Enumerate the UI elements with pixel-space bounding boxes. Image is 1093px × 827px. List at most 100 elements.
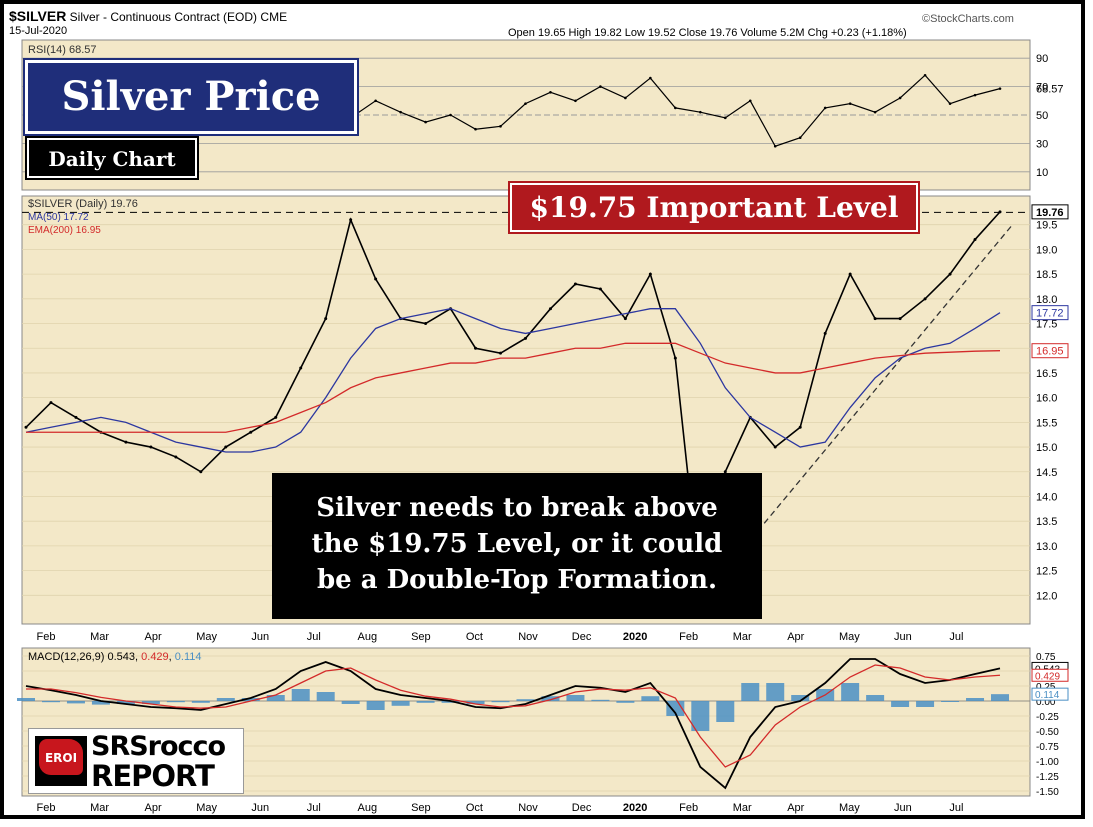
price-x-label: Jul (949, 631, 963, 643)
price-point (149, 445, 153, 449)
macd-x-label: Apr (145, 802, 162, 814)
rsi-point (923, 73, 927, 77)
macd-hist-bar (641, 696, 660, 701)
macd-x-label: 2020 (623, 802, 647, 814)
price-point (224, 445, 228, 449)
macd-x-label: Sep (411, 802, 431, 814)
macd-hist-bar (291, 689, 310, 701)
macd-hist-bar (716, 701, 735, 722)
macd-x-label: Mar (733, 802, 752, 814)
macd-legend: MACD(12,26,9) 0.543, 0.429, 0.114 (28, 651, 202, 663)
rsi-point (748, 99, 752, 103)
price-point (474, 346, 478, 350)
price-x-label: Dec (572, 631, 592, 643)
price-point (648, 272, 652, 276)
macd-hist-bar (741, 683, 760, 701)
macd-x-label: Jun (251, 802, 269, 814)
macd-hist-bar (316, 692, 335, 701)
price-x-label: Feb (679, 631, 698, 643)
macd-x-label: Oct (466, 802, 483, 814)
macd-tick-label: 0.75 (1036, 652, 1056, 663)
price-point (773, 445, 777, 449)
rsi-point (649, 76, 652, 80)
subtitle-callout: Daily Chart (27, 138, 197, 178)
rsi-point (699, 110, 702, 114)
macd-hist-bar (166, 701, 185, 703)
macd-hist-bar (366, 701, 385, 710)
price-tick-label: 16.5 (1036, 368, 1057, 380)
rsi-point (674, 106, 677, 110)
macd-x-label: May (839, 802, 860, 814)
rsi-point (898, 96, 902, 100)
price-point (74, 415, 78, 419)
price-tick-label: 17.5 (1036, 319, 1057, 331)
note-callout: Silver needs to break above the $19.75 L… (272, 473, 762, 619)
close-value-label-box (1031, 204, 1069, 220)
price-x-label: Jul (307, 631, 321, 643)
rsi-point (599, 85, 602, 88)
rsi-point (524, 102, 527, 105)
macd-x-label: Jul (307, 802, 321, 814)
macd-tick-label: -1.00 (1036, 757, 1059, 768)
price-x-label: Mar (733, 631, 752, 643)
macd-x-label: Mar (90, 802, 109, 814)
macd-hist-bar (241, 698, 260, 701)
price-point (124, 440, 128, 444)
note-line-3: be a Double-Top Formation. (316, 565, 718, 595)
macd-hist-bar (391, 701, 410, 706)
price-tick-label: 14.0 (1036, 491, 1057, 503)
price-point (424, 322, 428, 326)
price-point (499, 351, 503, 355)
macd-x-label: Aug (358, 802, 378, 814)
price-point (873, 317, 877, 321)
macd-hist-bar (416, 701, 435, 703)
logo-line-1: SRSrocco (91, 731, 226, 762)
ma50-value-label: 17.72 (1036, 308, 1064, 320)
macd-hist-bar (841, 683, 860, 701)
price-x-label: 2020 (623, 631, 647, 643)
price-point (24, 425, 28, 429)
price-point (948, 272, 952, 276)
price-legend: $SILVER (Daily) 19.76 (28, 198, 138, 210)
rsi-point (624, 96, 627, 100)
price-x-label: Nov (518, 631, 538, 643)
rsi-point (499, 125, 502, 128)
ma50-legend: MA(50) 17.72 (28, 212, 89, 223)
macd-hist-bar (866, 695, 885, 701)
macd-hist-bar (916, 701, 935, 707)
rsi-point (424, 120, 427, 124)
price-point (548, 307, 552, 311)
rsi-value-label: 68.57 (1036, 84, 1064, 96)
rsi-point (998, 87, 1002, 90)
macd-hist-bar (66, 701, 85, 704)
price-point (299, 366, 303, 370)
ma50-line (25, 308, 1001, 453)
price-x-label: Sep (411, 631, 431, 643)
usa-map-icon (39, 739, 83, 775)
price-point (673, 356, 677, 360)
price-point (374, 277, 378, 281)
price-point (49, 401, 53, 405)
macd-hist-bar (216, 698, 235, 701)
price-point (623, 317, 627, 321)
price-point (274, 415, 278, 419)
exchange: CME (260, 10, 288, 24)
srsrocco-logo: EROI SRSrocco REPORT (28, 728, 244, 794)
price-x-label: Jun (251, 631, 269, 643)
macd-hist-bar (191, 701, 210, 703)
macd-tick-label: -0.75 (1036, 742, 1059, 753)
macd-hist-bar (991, 694, 1009, 701)
price-point (823, 331, 827, 335)
rsi-point (823, 106, 827, 110)
price-line (25, 211, 1001, 591)
signal-line (26, 664, 1001, 768)
rsi-legend: RSI(14) 68.57 (28, 44, 96, 56)
macd-hist-bar (566, 695, 585, 701)
rsi-tick-label: 10 (1036, 167, 1048, 179)
price-x-label: Apr (145, 631, 162, 643)
macd-tick-label: -0.50 (1036, 727, 1059, 738)
ema200-legend: EMA(200) 16.95 (28, 225, 101, 236)
price-tick-label: 18.0 (1036, 294, 1057, 306)
price-point (324, 317, 328, 321)
macd-tick-label: 0.25 (1036, 682, 1056, 693)
